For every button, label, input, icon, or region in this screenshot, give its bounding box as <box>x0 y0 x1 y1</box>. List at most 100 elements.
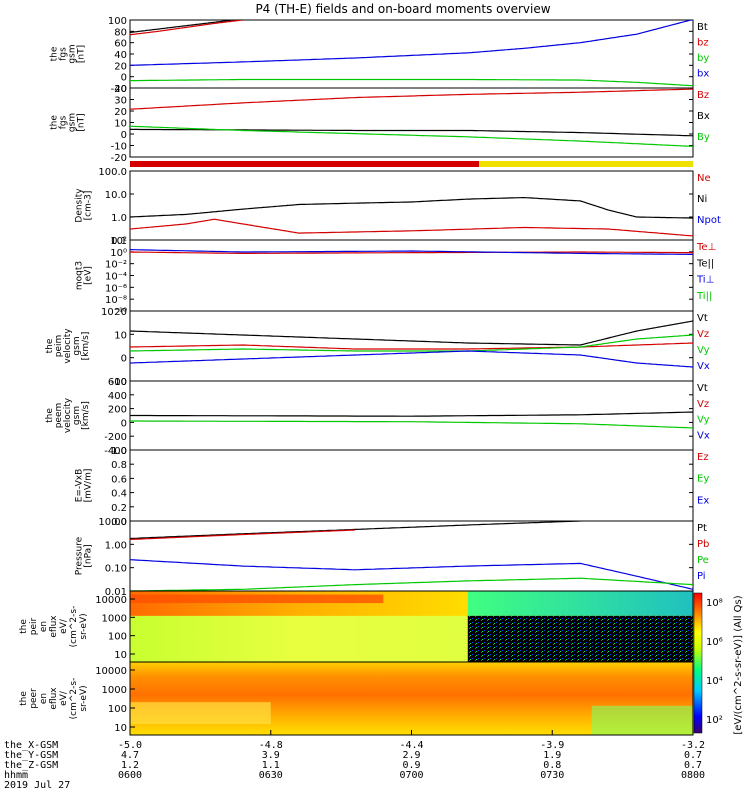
x-row-value: -5.0 <box>118 740 142 751</box>
x-row-label-the-y-gsm: the_Y-GSM <box>4 750 58 761</box>
series-vt <box>130 411 693 417</box>
y-label-line: en <box>39 621 49 632</box>
spectrogram-peir-eflux: 10000 1000 100 10 the peir en eflux eV/(cm^2-s-s… <box>19 590 694 663</box>
series-te <box>130 251 693 254</box>
y-label-line: the <box>50 46 60 61</box>
y-axis-label: the peir en eflux eV/(cm^2-s-sr-eV) <box>19 606 89 648</box>
x-row-label-the-z-gsm: the_Z-GSM <box>4 760 58 771</box>
y-tick-label: 10⁻⁴ <box>105 272 127 283</box>
colorbar-tick-label: 10⁶ <box>706 637 723 648</box>
y-tick-label: 10⁻² <box>105 260 127 271</box>
legend-pt: Pt <box>697 523 707 534</box>
y-tick-label: 40 <box>114 84 127 95</box>
panel-peem-velocity: 600 400 200 0 -200 -400 the peem velocity gsm [km/… <box>45 377 710 457</box>
x-row-value: 1.1 <box>262 760 280 771</box>
x-date-label: 2019 Jul 27 <box>4 780 70 791</box>
y-tick-label: 400 <box>108 391 127 402</box>
legend-ti: Ti|| <box>696 291 712 302</box>
y-tick-label: 100.0 <box>98 167 127 178</box>
y-tick-label: 1.0 <box>111 213 127 224</box>
y-tick-label: 30 <box>114 96 127 107</box>
y-label-line: eV/ <box>59 618 69 634</box>
x-row-value: 0.8 <box>543 760 561 771</box>
y-label-line: velocity <box>63 328 73 364</box>
y-axis-label: E=-VxB [mV/m] <box>75 469 94 503</box>
x-row-value: -3.2 <box>681 740 705 751</box>
y-label-line: eflux <box>49 615 59 638</box>
y-label-line: [km/s] <box>81 401 91 430</box>
y-label-line: E=-VxB <box>75 469 85 503</box>
legend-pe: Pe <box>697 555 709 566</box>
legend-vx: Vx <box>697 361 710 372</box>
panel-pressure: 10.00 1.00 0.10 0.01 Pressure [nPa] Pt Pb Pe Pi <box>75 517 710 598</box>
legend-vx: Vx <box>697 430 710 441</box>
y-axis-label: the peem velocity gsm [km/s] <box>45 397 91 433</box>
y-tick-label: 0 <box>121 354 127 365</box>
legend-ey: Ey <box>697 474 709 485</box>
legend-vt: Vt <box>697 313 708 324</box>
y-tick-label: 100 <box>108 632 127 643</box>
colorbar-label: [eV/(cm^2-s-sr-eV)] (All Qs) <box>733 595 744 734</box>
y-label-line: gsm <box>72 336 82 355</box>
y-tick-label: 10000 <box>95 666 127 677</box>
x-row-value: 0.9 <box>402 760 420 771</box>
y-label-line: (cm^2-s- <box>69 606 79 648</box>
legend-vz: Vz <box>697 329 709 340</box>
legend-bz: Bz <box>697 90 709 101</box>
series-bz <box>130 88 693 110</box>
spectrogram-fill-low <box>130 615 468 662</box>
spectrogram-peer-eflux: 10000 1000 100 10 the peer en eflux eV/(cm^2-s-s… <box>19 661 694 736</box>
spectrogram-fill-right <box>467 591 693 616</box>
legend-by: By <box>697 132 710 143</box>
panel-density: 100.0 10.0 1.0 0.1 Density [cm-3] Ne Ni Npot <box>75 167 721 247</box>
x-row-value: 0800 <box>681 770 705 781</box>
y-tick-label: 0 <box>121 418 127 429</box>
series-ne <box>130 218 693 237</box>
colorbar: 10⁸ 10⁶ 10⁴ 10² [eV/(cm^2-s-sr-eV)] (All Qs) <box>693 592 744 735</box>
y-label-line: the <box>45 338 55 353</box>
series-bx <box>130 20 693 66</box>
y-tick-label: 10 <box>114 650 127 661</box>
y-tick-label: 10 <box>114 723 127 734</box>
y-tick-label: 0 <box>121 130 127 141</box>
y-tick-label: 20 <box>114 107 127 118</box>
y-tick-label: -20 <box>111 84 127 95</box>
y-tick-label: 60 <box>114 39 127 50</box>
x-row-value: -3.9 <box>540 740 564 751</box>
y-tick-label: 20 <box>114 61 127 72</box>
series-vx <box>130 350 693 368</box>
y-tick-label: 0.8 <box>111 460 127 471</box>
x-row-label-hhmm: hhmm <box>4 770 28 781</box>
x-row-value: 0630 <box>259 770 283 781</box>
x-row-label-the-x-gsm: the_X-GSM <box>4 740 58 751</box>
y-axis-label: moqt3 [eV] <box>75 261 94 290</box>
colorbar-gradient <box>693 592 703 734</box>
legend-bt: Bt <box>697 22 708 33</box>
legend-te: Te|| <box>696 258 714 269</box>
y-tick-label: 10² <box>110 236 127 247</box>
x-row-value: 0700 <box>399 770 423 781</box>
y-tick-label: 0.01 <box>105 587 127 598</box>
y-tick-label: 0 <box>121 73 127 84</box>
y-label-line: eflux <box>49 687 59 710</box>
y-tick-label: 0.10 <box>105 564 127 575</box>
y-label-line: the <box>19 691 29 706</box>
y-tick-label: 10⁻⁶ <box>105 283 127 294</box>
y-label-line: the <box>45 408 55 423</box>
y-tick-label: 10.0 <box>105 190 127 201</box>
y-label-line: sr-eV) <box>79 613 89 639</box>
y-label-line: Density <box>75 188 85 223</box>
y-label-line: peem <box>54 403 64 429</box>
x-row-value: 0.7 <box>684 750 702 761</box>
x-row-value: 3.9 <box>262 750 280 761</box>
y-label-line: [mV/m] <box>84 469 94 503</box>
y-label-line: [nT] <box>77 45 87 63</box>
series-ni <box>130 197 693 219</box>
y-tick-label: 10⁻⁸ <box>105 295 127 306</box>
panel-frame <box>129 87 694 158</box>
y-tick-label: 1.00 <box>105 540 127 551</box>
y-label-line: sr-eV) <box>79 685 89 711</box>
